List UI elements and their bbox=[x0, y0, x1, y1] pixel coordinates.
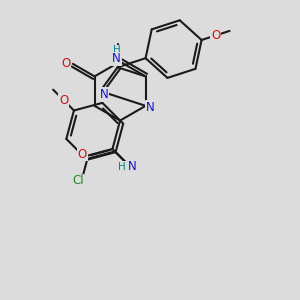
Text: Cl: Cl bbox=[72, 175, 83, 188]
Text: O: O bbox=[78, 148, 87, 160]
Text: H: H bbox=[113, 46, 120, 56]
Text: H: H bbox=[118, 162, 126, 172]
Text: N: N bbox=[128, 160, 136, 173]
Text: O: O bbox=[61, 57, 70, 70]
Text: N: N bbox=[99, 88, 108, 101]
Text: N: N bbox=[146, 101, 154, 114]
Text: N: N bbox=[112, 52, 121, 65]
Text: O: O bbox=[211, 29, 220, 42]
Text: O: O bbox=[59, 94, 68, 106]
